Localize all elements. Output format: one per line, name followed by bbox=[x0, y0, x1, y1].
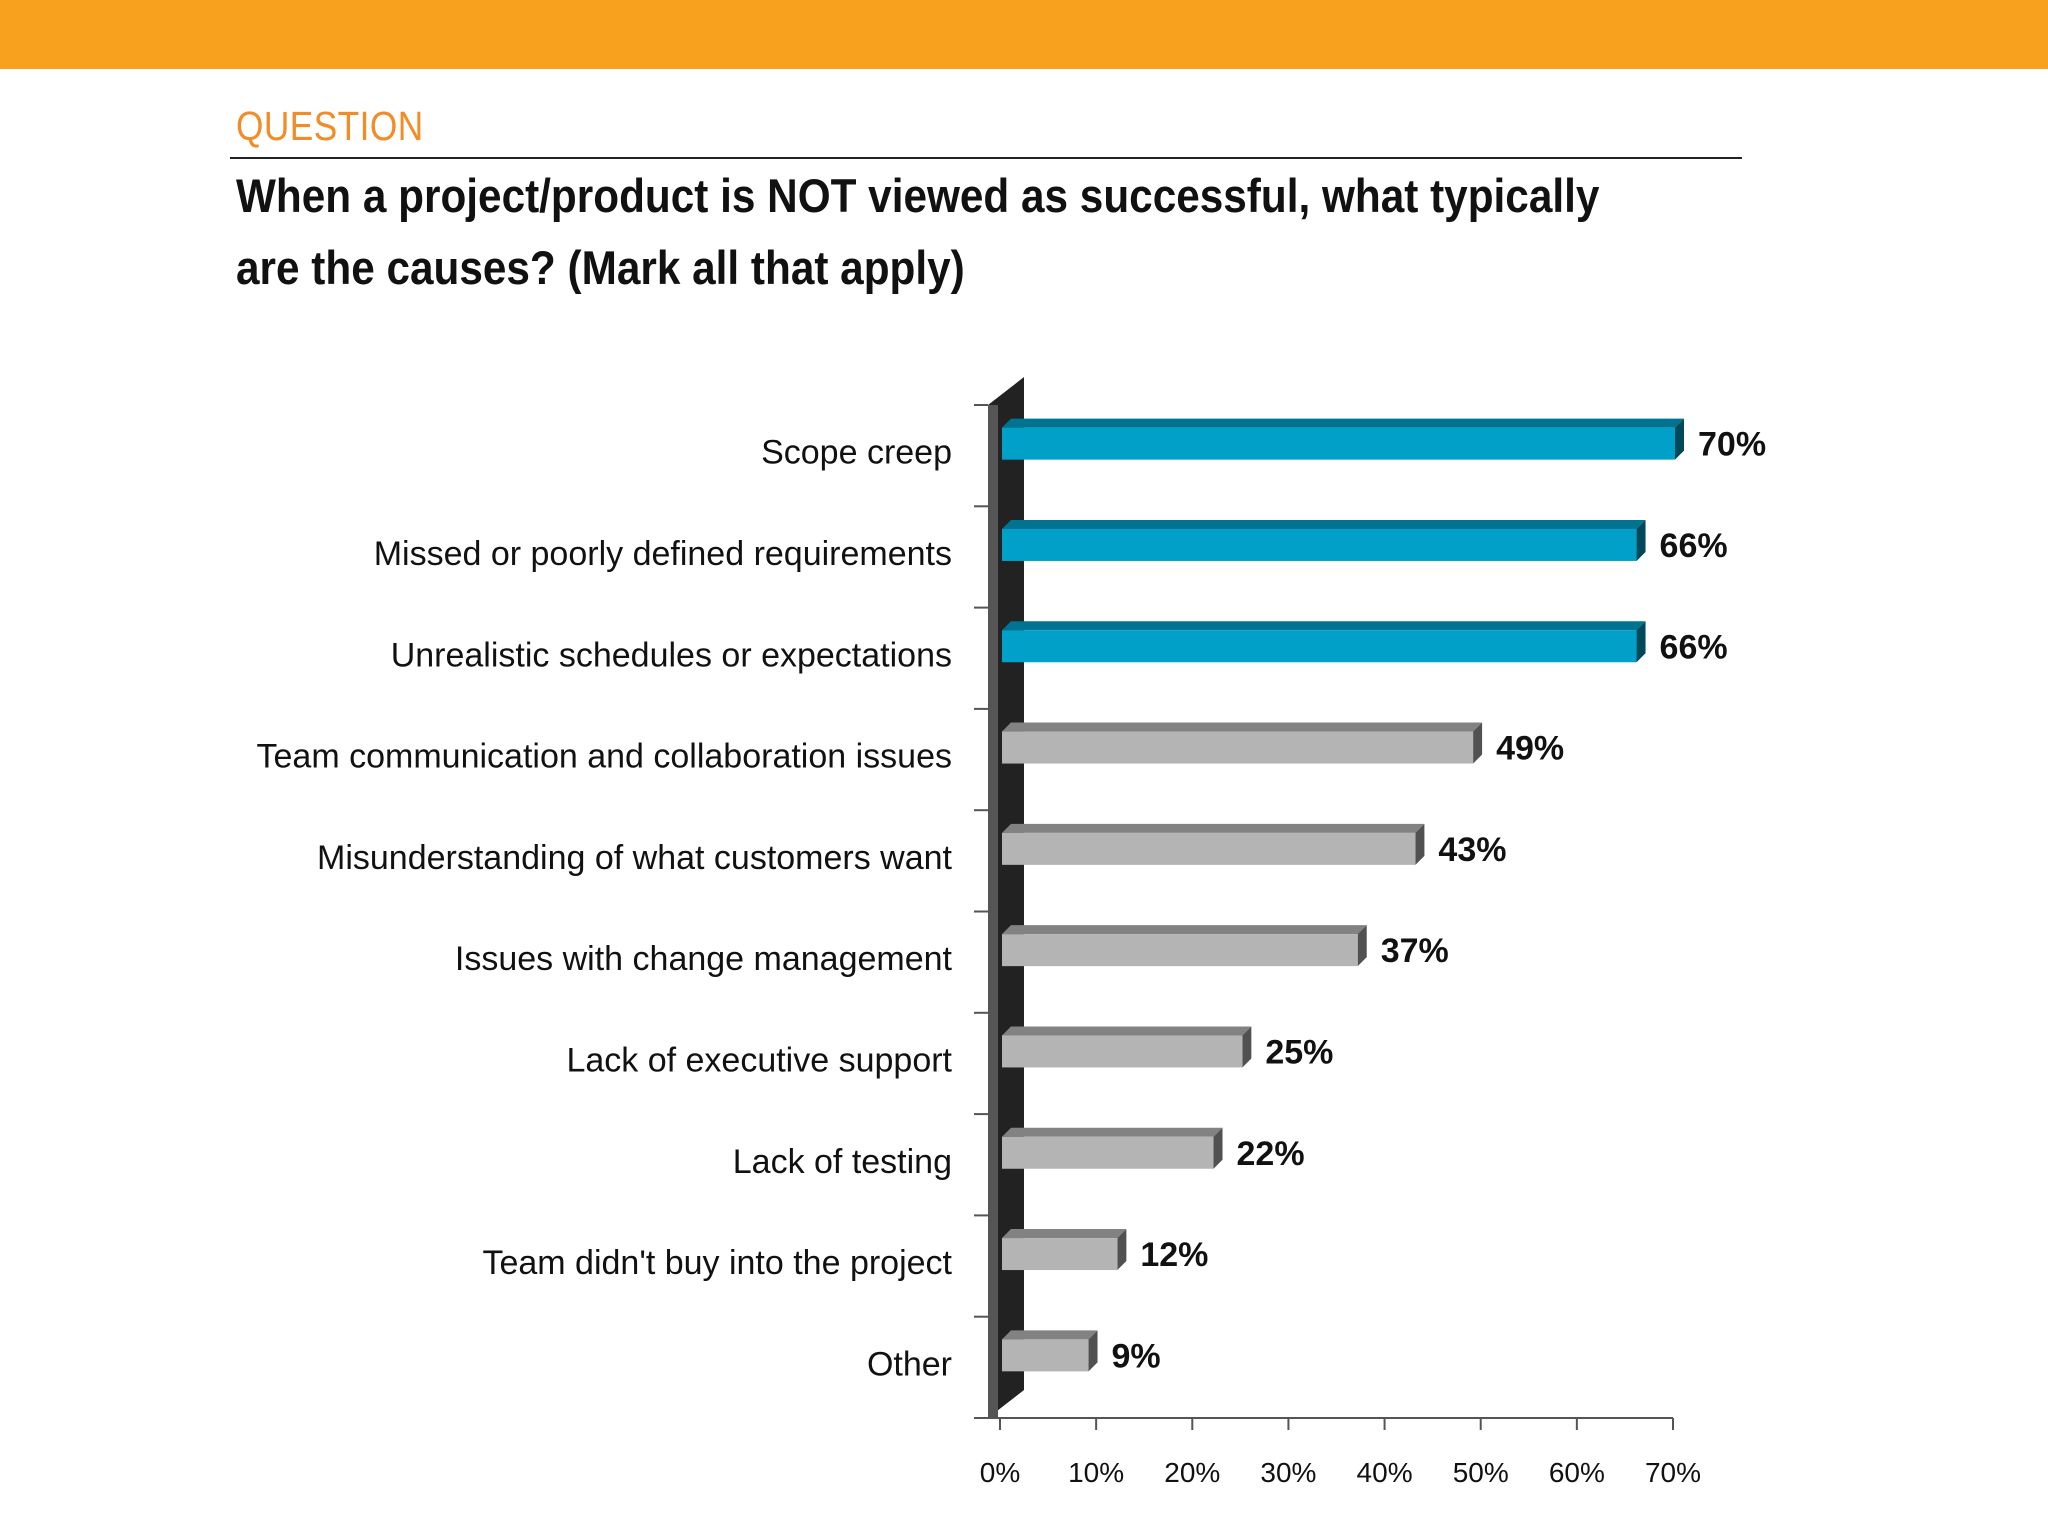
bar-end-face bbox=[1213, 1127, 1223, 1169]
bar bbox=[1002, 1339, 1089, 1372]
value-label: 43% bbox=[1438, 831, 1506, 869]
value-label: 70% bbox=[1698, 426, 1766, 464]
header-divider bbox=[230, 157, 1742, 159]
bar-end-face bbox=[1675, 418, 1684, 460]
question-title: When a project/product is NOT viewed as … bbox=[236, 169, 1600, 294]
value-label: 25% bbox=[1265, 1033, 1333, 1071]
value-label: 37% bbox=[1381, 932, 1449, 970]
bar-top-face bbox=[1002, 722, 1483, 732]
value-label: 66% bbox=[1660, 527, 1728, 565]
value-label: 66% bbox=[1660, 628, 1728, 666]
section-label: QUESTION bbox=[236, 103, 424, 149]
bar bbox=[1002, 1238, 1118, 1271]
bar-end-face bbox=[1117, 1229, 1127, 1271]
bar-end-face bbox=[1242, 1026, 1252, 1068]
bar-end-face bbox=[1415, 823, 1425, 865]
bar-end-face bbox=[1357, 925, 1367, 967]
bar bbox=[1002, 528, 1637, 561]
category-label: Missed or poorly defined requirements bbox=[374, 535, 952, 573]
x-tick-label: 40% bbox=[1357, 1457, 1413, 1488]
bar bbox=[1002, 630, 1637, 663]
x-tick-label: 10% bbox=[1068, 1457, 1124, 1488]
bar-top-face bbox=[1002, 519, 1646, 529]
bar-top-face bbox=[1002, 823, 1425, 833]
x-tick-label: 60% bbox=[1549, 1457, 1605, 1488]
category-label: Misunderstanding of what customers want bbox=[317, 839, 953, 877]
bar bbox=[1002, 1136, 1214, 1169]
axis-wall-edge bbox=[988, 405, 998, 1418]
bar-end-face bbox=[1636, 519, 1646, 561]
bar bbox=[1002, 934, 1358, 967]
category-label: Scope creep bbox=[761, 434, 952, 472]
category-label: Team didn't buy into the project bbox=[482, 1244, 952, 1282]
category-label: Other bbox=[867, 1345, 952, 1383]
bar-end-face bbox=[1636, 621, 1646, 663]
x-tick-label: 50% bbox=[1453, 1457, 1509, 1488]
x-tick-label: 30% bbox=[1260, 1457, 1316, 1488]
bar bbox=[1002, 427, 1675, 460]
value-label: 22% bbox=[1237, 1135, 1305, 1173]
bar-end-face bbox=[1473, 722, 1483, 764]
bar bbox=[1002, 731, 1474, 764]
value-label: 9% bbox=[1112, 1337, 1161, 1375]
bar-top-face bbox=[1002, 925, 1367, 935]
x-tick-label: 0% bbox=[980, 1457, 1020, 1488]
value-label: 49% bbox=[1496, 730, 1564, 768]
value-label: 12% bbox=[1140, 1236, 1208, 1274]
bar-top-face bbox=[1002, 621, 1646, 631]
bar bbox=[1002, 1035, 1243, 1068]
category-label: Lack of executive support bbox=[566, 1041, 952, 1079]
bar-top-face bbox=[1002, 1026, 1252, 1036]
category-label: Team communication and collaboration iss… bbox=[257, 738, 952, 776]
bar-end-face bbox=[1088, 1330, 1098, 1372]
bar bbox=[1002, 832, 1416, 865]
x-tick-label: 70% bbox=[1645, 1457, 1701, 1488]
bar-top-face bbox=[1002, 418, 1684, 428]
category-label: Unrealistic schedules or expectations bbox=[391, 636, 952, 674]
category-label: Lack of testing bbox=[733, 1143, 952, 1181]
bar-top-face bbox=[1002, 1127, 1223, 1137]
bar-top-face bbox=[1002, 1229, 1127, 1239]
bar-top-face bbox=[1002, 1330, 1098, 1340]
top-color-band bbox=[0, 0, 2048, 69]
category-label: Issues with change management bbox=[455, 940, 953, 978]
x-tick-label: 20% bbox=[1164, 1457, 1220, 1488]
